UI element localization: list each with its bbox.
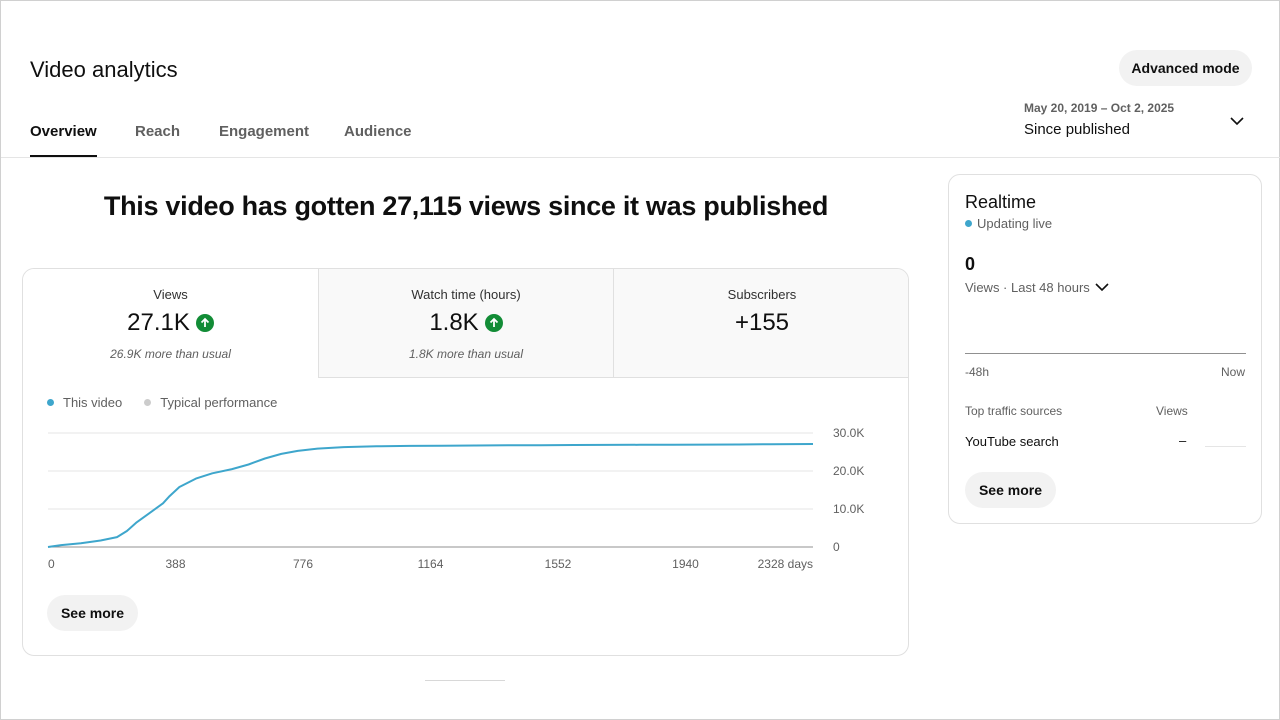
traffic-source-bar: [1205, 446, 1246, 447]
x-tick-label: 2328 days: [758, 557, 813, 571]
realtime-axis-line: [965, 353, 1246, 354]
realtime-card: Realtime Updating live 0 Views · Last 48…: [948, 174, 1262, 524]
metric-note: 26.9K more than usual: [110, 347, 231, 361]
date-period-text: Since published: [1024, 121, 1130, 138]
legend-item-this-video: This video: [47, 395, 122, 410]
tab-engagement[interactable]: Engagement: [219, 123, 310, 140]
tab-overview[interactable]: Overview: [30, 123, 97, 157]
realtime-title: Realtime: [965, 192, 1037, 212]
legend-dot: [47, 399, 54, 406]
traffic-sources-header: Top traffic sources: [965, 404, 1063, 418]
legend-item-typical: Typical performance: [144, 395, 277, 410]
realtime-axis-max: Now: [1220, 365, 1245, 379]
metric-tabs: Views 27.1K 26.9K more than usual Watch …: [23, 269, 908, 378]
y-tick-label: 10.0K: [833, 502, 864, 516]
x-tick-label: 1940: [672, 557, 699, 571]
y-tick-label: 30.0K: [833, 426, 864, 440]
realtime-axis-min: -48h: [965, 365, 990, 379]
legend-label: Typical performance: [160, 395, 278, 410]
y-tick-label: 0: [833, 540, 840, 554]
x-tick-label: 1164: [418, 557, 444, 571]
header-divider: [1, 157, 1280, 158]
advanced-mode-button[interactable]: Advanced mode: [1119, 50, 1252, 86]
realtime-count: 0: [965, 254, 976, 274]
metric-value: +155: [734, 309, 790, 336]
x-tick-label: 776: [293, 557, 313, 571]
realtime-period-text: Views · Last 48 hours: [965, 279, 1090, 295]
metric-value-row: +155: [614, 309, 908, 337]
realtime-see-more-button[interactable]: See more: [965, 472, 1056, 508]
x-tick-label: 0: [48, 557, 55, 571]
metric-note: 1.8K more than usual: [408, 347, 524, 361]
metric-views[interactable]: Views 27.1K 26.9K more than usual: [23, 269, 318, 378]
tab-reach[interactable]: Reach: [135, 123, 181, 140]
metric-value-row: 1.8K: [319, 309, 613, 337]
overview-card: Views 27.1K 26.9K more than usual Watch …: [22, 268, 909, 656]
series-line-this-video: [47, 443, 814, 548]
chart-legend: This video Typical performance: [47, 395, 299, 410]
page-title: Video analytics: [30, 57, 178, 82]
traffic-source-value: –: [1179, 433, 1187, 448]
x-tick-label: 388: [165, 557, 185, 571]
traffic-views-header: Views: [1156, 404, 1188, 418]
metric-value: 1.8K: [429, 309, 479, 336]
metric-subscribers[interactable]: Subscribers +155: [613, 269, 908, 378]
date-range-picker[interactable]: May 20, 2019 – Oct 2, 2025 Since publish…: [1024, 101, 1254, 145]
chevron-down-icon: [1095, 283, 1109, 292]
realtime-period-selector[interactable]: Views · Last 48 hours: [965, 279, 1110, 295]
legend-label: This video: [63, 395, 123, 410]
metric-value: 27.1K: [127, 309, 190, 336]
realtime-status: Updating live: [965, 216, 1052, 231]
arrow-up-icon: [484, 314, 503, 332]
metric-label: Views: [153, 287, 188, 302]
legend-dot: [144, 399, 152, 406]
metric-label: Subscribers: [727, 287, 797, 302]
views-line-chart: 0 10.0K 20.0K 30.0K 0 388 776 1164 1552 1940 2328 …: [47, 426, 864, 571]
chevron-down-icon: [1230, 117, 1244, 126]
live-dot-icon: [965, 220, 972, 227]
realtime-status-text: Updating live: [977, 216, 1053, 231]
x-tick-label: 1552: [545, 557, 572, 571]
page-indicator: [425, 680, 505, 681]
see-more-button[interactable]: See more: [47, 595, 138, 631]
traffic-source-name: YouTube search: [965, 434, 1059, 449]
metric-value-row: 27.1K: [23, 309, 318, 337]
metric-label: Watch time (hours): [411, 287, 521, 302]
date-range-text: May 20, 2019 – Oct 2, 2025: [1024, 101, 1175, 115]
summary-headline: This video has gotten 27,115 views since…: [103, 191, 829, 221]
arrow-up-icon: [195, 314, 214, 332]
metric-watch-time[interactable]: Watch time (hours) 1.8K 1.8K more than u…: [318, 269, 613, 378]
y-tick-label: 20.0K: [833, 464, 864, 478]
tab-audience[interactable]: Audience: [344, 123, 412, 140]
